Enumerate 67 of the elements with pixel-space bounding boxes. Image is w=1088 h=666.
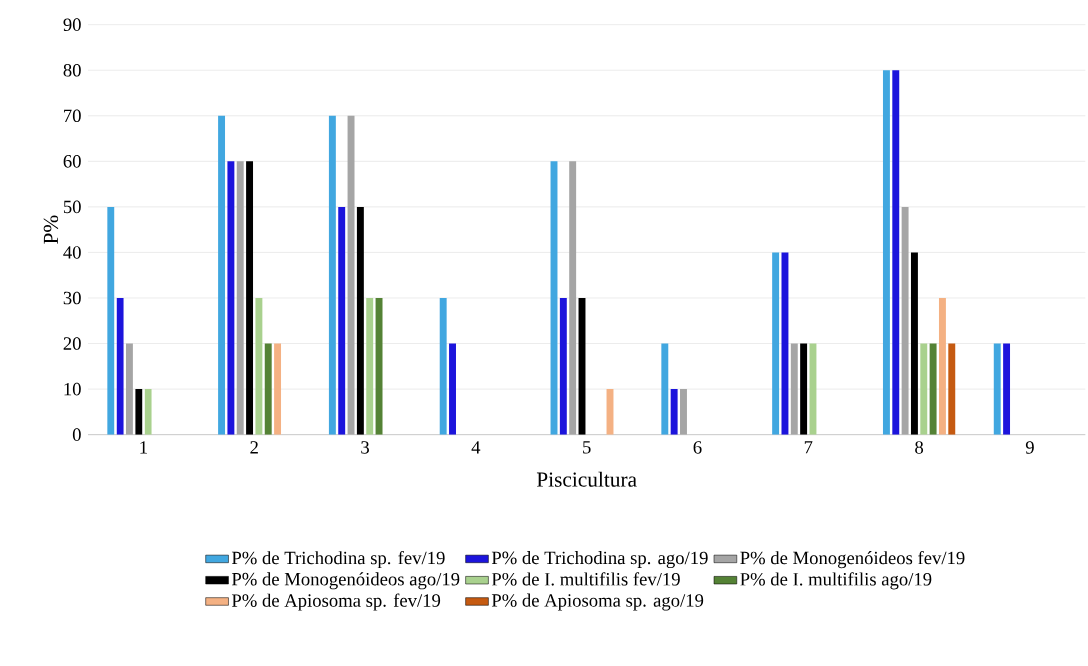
x-tick-label: 1 [140, 441, 147, 454]
legend-label: P% de I. multifilis ago/19 [740, 572, 932, 590]
bar [227, 161, 235, 435]
bar [670, 389, 678, 435]
bar [910, 252, 918, 435]
y-tick-label: 40 [63, 246, 81, 259]
bar [328, 115, 336, 435]
bar [255, 297, 263, 435]
y-axis-title: P% [43, 215, 59, 244]
bar [236, 161, 244, 435]
bar [892, 70, 900, 435]
bar [366, 297, 374, 435]
bar [800, 343, 808, 435]
bar [948, 343, 956, 435]
bar [264, 343, 272, 435]
x-tick-label: 6 [693, 441, 702, 454]
bar [375, 297, 383, 435]
bar [920, 343, 928, 435]
y-tick-label: 10 [64, 382, 81, 396]
bar [772, 252, 780, 435]
y-tick-label: 0 [72, 428, 81, 441]
bar [274, 343, 282, 435]
legend-label: P% de Trichodina sp. fev/19 [231, 550, 445, 569]
bar [338, 206, 346, 435]
bar [790, 343, 798, 435]
y-tick-label: 80 [63, 63, 81, 77]
bar [125, 343, 133, 435]
bar [993, 343, 1001, 435]
bar [938, 297, 946, 435]
x-tick-label: 3 [361, 441, 369, 454]
bar [144, 389, 152, 435]
x-tick-label: 8 [915, 441, 924, 454]
bar [809, 343, 817, 435]
bar [218, 115, 226, 435]
x-tick-label: 7 [804, 441, 813, 454]
bar [439, 297, 447, 435]
x-tick-label: 4 [471, 441, 481, 454]
y-tick-label: 90 [63, 18, 81, 31]
x-tick-label: 5 [583, 441, 591, 454]
y-tick-label: 70 [64, 109, 81, 123]
bar [449, 343, 456, 435]
legend-label: P% de Apiosoma sp. fev/19 [231, 593, 441, 611]
bar [929, 343, 937, 435]
bar [559, 297, 567, 435]
y-tick-label: 50 [63, 200, 81, 214]
y-tick-label: 20 [63, 337, 81, 350]
bar [116, 297, 124, 435]
x-axis-title: Piscicultura [536, 471, 637, 487]
legend-label: P% de Monogenóideos ago/19 [231, 572, 460, 590]
x-tick-label: 2 [250, 441, 258, 454]
bar [781, 252, 789, 435]
bar [1003, 343, 1011, 435]
y-tick-label: 30 [63, 291, 81, 305]
legend-label: P% de Trichodina sp. ago/19 [491, 551, 708, 569]
x-tick-label: 9 [1025, 441, 1034, 454]
legend-label: P% de Monogenóideos fev/19 [740, 550, 965, 569]
legend-label: P% de I. multifilis fev/19 [491, 572, 680, 586]
bar [882, 70, 890, 435]
bar [347, 115, 355, 435]
y-tick-label: 60 [63, 155, 81, 168]
legend-label: P% de Apiosoma sp. ago/19 [491, 593, 704, 611]
bar [661, 343, 669, 435]
bar [569, 161, 577, 435]
bar [680, 389, 687, 435]
bar [246, 161, 254, 435]
bar [356, 206, 364, 435]
bar [901, 206, 909, 435]
